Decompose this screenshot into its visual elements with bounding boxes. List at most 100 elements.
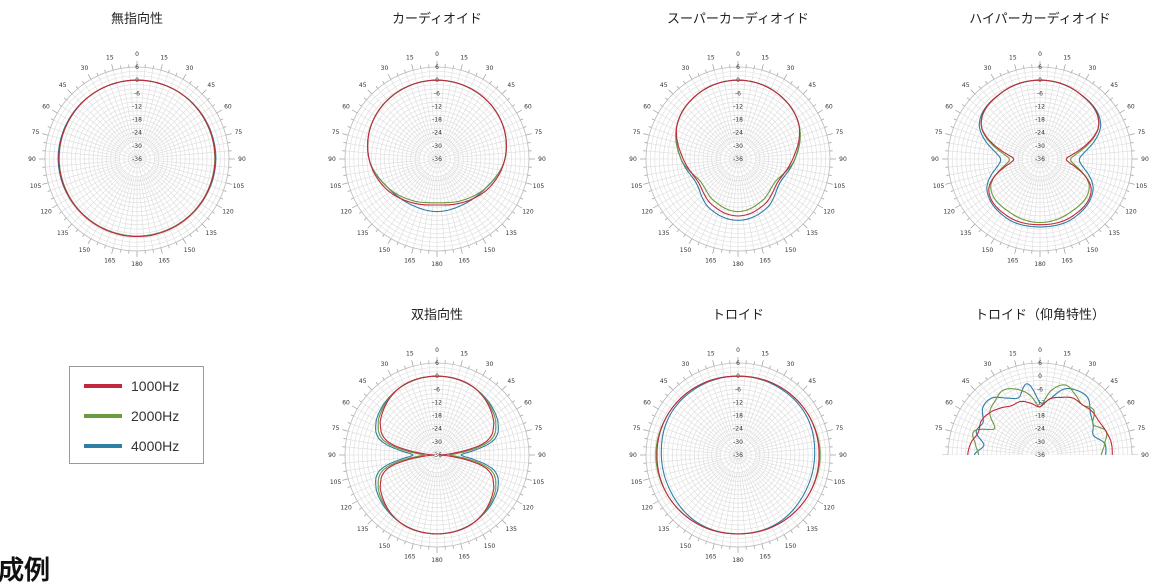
outer-tick (813, 508, 815, 510)
outer-tick (512, 508, 514, 510)
angle-tick-label: 75 (633, 129, 641, 136)
outer-tick (991, 535, 994, 540)
angle-tick-label: 135 (506, 230, 518, 237)
grid-spoke (440, 364, 453, 437)
outer-tick (643, 183, 649, 185)
grid-spoke (1058, 162, 1131, 175)
outer-tick (507, 218, 509, 220)
outer-tick (1079, 369, 1080, 372)
grid-spoke (647, 143, 720, 156)
outer-tick (1079, 242, 1080, 245)
outer-tick (502, 90, 506, 94)
grid-spoke (155, 161, 229, 167)
outer-tick (971, 520, 975, 524)
outer-tick (1110, 98, 1112, 100)
angle-tick-label: 45 (962, 378, 970, 385)
outer-tick (397, 538, 398, 541)
grid-spoke (1052, 89, 1100, 146)
grid-spoke (439, 177, 445, 251)
outer-tick (706, 366, 707, 369)
angle-tick-label: 180 (431, 557, 443, 564)
outer-tick (343, 175, 346, 176)
grid-spoke (1054, 100, 1111, 148)
angle-tick-label: 45 (808, 82, 816, 89)
outer-tick (523, 190, 526, 191)
angle-tick-label: 165 (1007, 257, 1019, 264)
angle-tick-label: 105 (330, 183, 342, 190)
angle-tick-label: 135 (658, 230, 670, 237)
outer-tick (967, 514, 969, 516)
angle-tick-label: 45 (359, 82, 367, 89)
outer-tick (784, 370, 787, 375)
outer-tick (490, 81, 492, 83)
outer-tick (121, 250, 122, 253)
grid-spoke (1043, 68, 1056, 141)
radial-tick-label: -12 (733, 399, 743, 406)
grid-spoke (449, 469, 497, 526)
outer-tick (97, 242, 98, 245)
angle-tick-label: 30 (984, 65, 992, 72)
angle-tick-label: 30 (486, 361, 494, 368)
outer-tick (827, 479, 833, 481)
outer-tick (784, 535, 787, 540)
outer-tick (51, 198, 54, 199)
angle-tick-label: 105 (533, 479, 545, 486)
grid-spoke (750, 89, 798, 146)
outer-tick (698, 73, 699, 76)
grid-spoke (46, 162, 119, 175)
outer-tick (797, 382, 799, 384)
outer-tick (352, 205, 357, 208)
outer-tick (76, 229, 78, 231)
outer-tick (196, 229, 198, 231)
legend-label-2000hz: 2000Hz (131, 408, 179, 424)
outer-tick (342, 479, 348, 481)
outer-tick (1131, 143, 1134, 144)
outer-tick (507, 394, 509, 396)
outer-tick (1015, 64, 1017, 70)
grid-spoke (155, 143, 228, 156)
outer-tick (68, 90, 72, 94)
radial-tick-label: -24 (733, 426, 743, 433)
outer-tick (48, 127, 51, 128)
angle-tick-label: 75 (633, 425, 641, 432)
chart-4: 0153045607590105120135150165180165150135… (931, 11, 1149, 268)
outer-tick (202, 90, 206, 94)
grid-spoke (455, 151, 529, 157)
grid-spoke (1024, 177, 1037, 250)
outer-tick (364, 98, 366, 100)
angle-tick-label: 45 (207, 82, 215, 89)
angle-tick-label: 105 (631, 479, 643, 486)
outer-tick (1079, 73, 1080, 76)
angle-tick-label: 15 (406, 55, 414, 62)
outer-tick (528, 439, 531, 440)
radial-tick-label: -24 (132, 130, 142, 137)
polar-pattern-charts: 0153045607590105120135150165180165150135… (0, 0, 1157, 571)
outer-tick (421, 250, 422, 253)
radial-tick-label: -24 (733, 130, 743, 137)
legend-item-2000hz: 2000Hz (84, 406, 179, 426)
angle-tick-label: 15 (106, 55, 114, 62)
grid-spoke (1054, 396, 1111, 444)
outer-tick (962, 212, 964, 214)
outer-tick (512, 105, 514, 107)
outer-tick (684, 81, 686, 83)
angle-tick-label: 75 (836, 425, 844, 432)
outer-tick (476, 73, 477, 76)
outer-tick (226, 134, 232, 136)
angle-tick-label: 135 (960, 230, 972, 237)
angle-tick-label: 45 (1110, 378, 1118, 385)
outer-tick (971, 90, 975, 94)
outer-tick (1086, 74, 1089, 79)
outer-tick (405, 366, 406, 369)
angle-tick-label: 135 (357, 230, 369, 237)
grid-spoke (449, 173, 497, 230)
outer-tick (483, 74, 486, 79)
angle-tick-label: 90 (1141, 156, 1149, 163)
radial-tick-label: -24 (1035, 130, 1045, 137)
angle-tick-label: 60 (42, 104, 50, 111)
radial-tick-label: -30 (733, 143, 743, 150)
outer-tick (962, 105, 964, 107)
outer-tick (808, 514, 810, 516)
outer-tick (376, 229, 378, 231)
outer-tick (1093, 377, 1095, 379)
